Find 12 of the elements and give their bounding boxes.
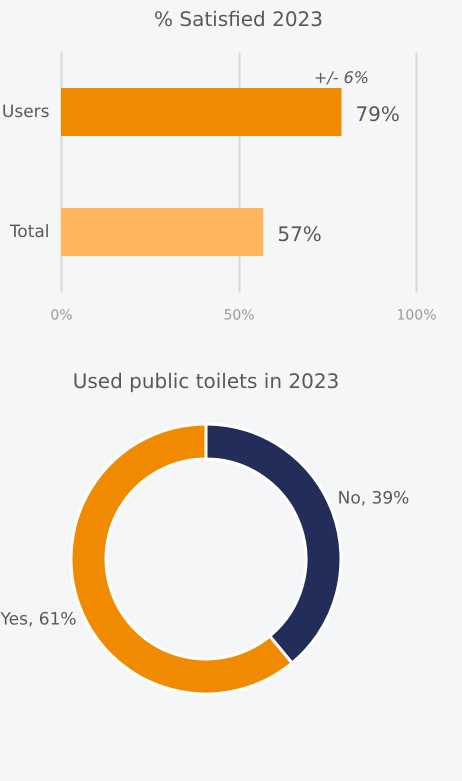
chart-title: % Satisfied 2023 [154,7,323,31]
x-tick-label: 0% [50,308,73,324]
slice-label: No, 39% [338,488,410,509]
chart-title: Used public toilets in 2023 [72,369,340,393]
slice-label: Yes, 61% [0,609,77,630]
x-tick-label: 50% [223,308,255,324]
data-label: 57% [277,222,322,246]
data-label: 79% [355,102,400,126]
annotation: +/- 6% [314,68,369,87]
y-tick-label: Users [2,102,50,122]
y-tick-label: Total [8,222,50,242]
x-tick-label: 100% [396,308,437,324]
